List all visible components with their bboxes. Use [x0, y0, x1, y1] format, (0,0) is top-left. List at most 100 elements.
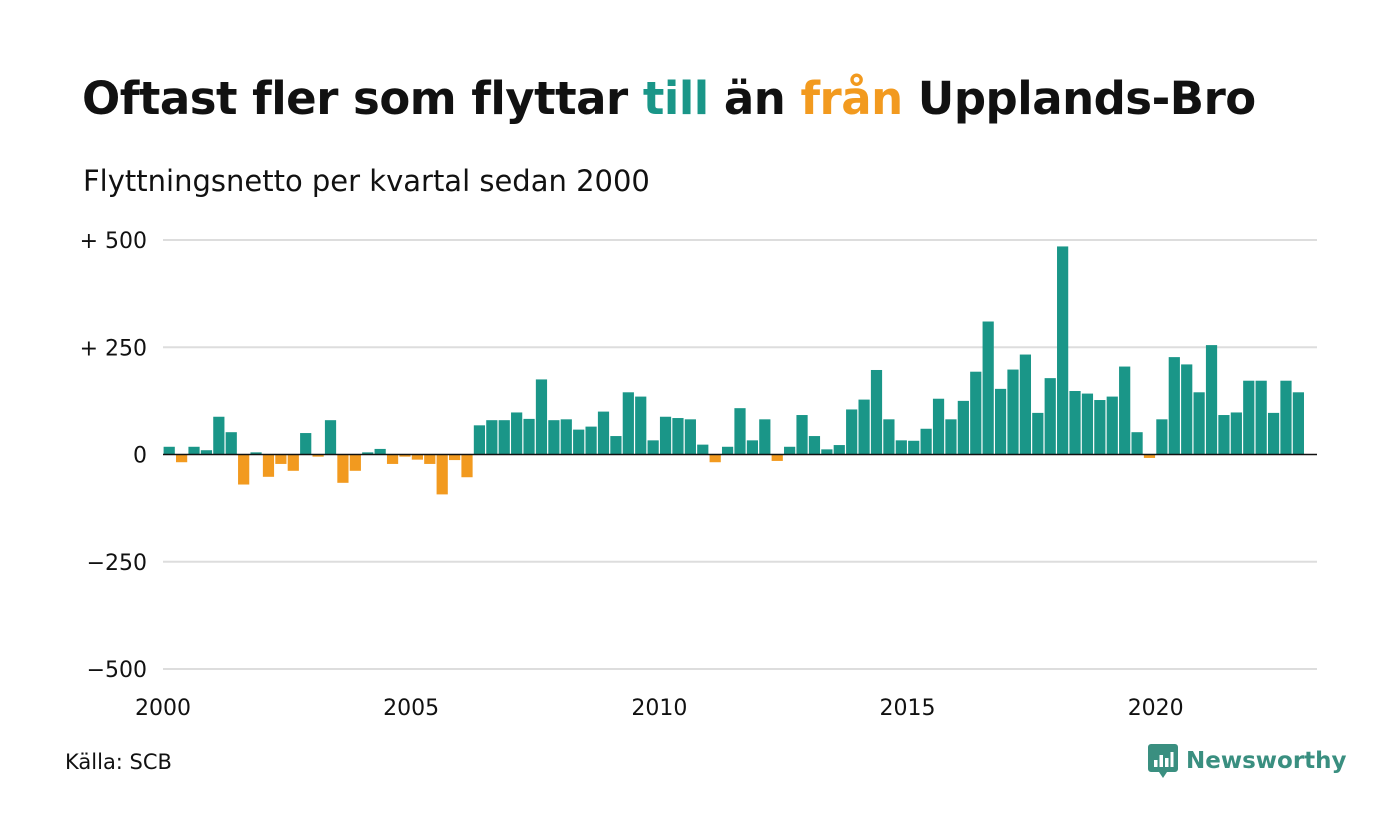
bar: [548, 420, 560, 455]
bar: [808, 436, 821, 455]
bar: [759, 419, 771, 455]
bar: [1106, 396, 1118, 455]
bar: [1280, 380, 1292, 455]
bar: [436, 454, 448, 495]
title-part-1: Oftast fler som flyttar: [82, 72, 643, 125]
bar: [362, 452, 374, 455]
bar: [300, 433, 312, 455]
bar: [895, 440, 907, 455]
bar: [1243, 380, 1255, 455]
bar: [771, 454, 783, 461]
y-tick-label: 0: [133, 444, 147, 469]
title-highlight-to: till: [642, 72, 709, 125]
bar: [287, 454, 299, 471]
bar: [846, 409, 858, 455]
bar: [324, 420, 337, 455]
bar-chart: + 500 + 250 0 −250 −500 2000 2005 2010 2015 2020: [80, 229, 1317, 721]
bar: [635, 396, 647, 455]
bar: [1119, 366, 1131, 455]
bar: [585, 426, 597, 455]
brand-name: Newsworthy: [1186, 748, 1347, 774]
bar: [994, 388, 1007, 455]
bar: [957, 400, 969, 455]
bar: [163, 446, 175, 455]
bar: [622, 392, 634, 455]
bar: [746, 440, 759, 455]
y-tick-label: + 250: [80, 336, 147, 361]
bar: [1069, 391, 1081, 455]
bar: [225, 432, 237, 455]
bar: [672, 418, 684, 455]
brand: Newsworthy: [1148, 744, 1347, 778]
bar: [697, 444, 709, 455]
bar: [560, 419, 572, 455]
bar: [374, 448, 386, 455]
title-part-2: än: [708, 72, 801, 125]
bar: [573, 429, 585, 455]
bar: [1131, 432, 1143, 455]
grid-lines: [163, 239, 1317, 670]
bar: [1044, 378, 1056, 455]
bar: [411, 454, 423, 460]
bar: [250, 452, 262, 455]
bar: [796, 415, 808, 455]
x-tick-label: 2010: [631, 696, 687, 721]
bar: [1057, 246, 1069, 455]
bar: [535, 379, 548, 455]
bar: [610, 436, 622, 455]
bar: [200, 450, 213, 455]
bar: [213, 416, 225, 455]
axes: + 500 + 250 0 −250 −500 2000 2005 2010 2015 2020: [80, 229, 1317, 721]
x-tick-label: 2015: [880, 696, 936, 721]
y-tick-label: + 500: [80, 229, 147, 254]
source-note: Källa: SCB: [65, 750, 172, 774]
bar: [945, 419, 957, 455]
bar: [312, 454, 324, 457]
bar: [386, 454, 399, 464]
chart-title: Oftast fler som flyttar till än från Upp…: [82, 72, 1256, 125]
bar: [1205, 345, 1218, 455]
bar: [1255, 380, 1267, 455]
bar: [1081, 393, 1094, 455]
bar: [883, 419, 895, 455]
bar: [461, 454, 473, 478]
x-tick-label: 2005: [383, 696, 439, 721]
bar: [659, 416, 672, 455]
bar: [238, 454, 250, 485]
bar: [473, 425, 486, 455]
bar: [932, 398, 945, 455]
bar: [1292, 392, 1304, 455]
bar: [486, 420, 498, 455]
bar: [523, 418, 535, 455]
bar: [1193, 392, 1205, 455]
bar: [1181, 364, 1193, 455]
bar: [1094, 400, 1106, 455]
bar: [982, 321, 994, 455]
bar: [1156, 419, 1168, 455]
bar: [349, 454, 361, 471]
bar: [448, 454, 461, 461]
bar: [858, 399, 870, 455]
bar: [920, 428, 932, 455]
bar: [734, 408, 746, 455]
bar: [784, 446, 796, 455]
bar: [1032, 412, 1044, 455]
bar: [511, 412, 523, 455]
bar: [597, 411, 610, 455]
bar: [1218, 415, 1230, 455]
bar: [275, 454, 287, 464]
bars: [163, 246, 1304, 495]
bar: [337, 454, 349, 483]
bar: [262, 454, 275, 477]
bar: [870, 369, 883, 455]
bar: [721, 446, 734, 455]
bar: [1007, 369, 1019, 455]
y-tick-label: −250: [87, 551, 147, 576]
y-tick-label: −500: [87, 658, 147, 683]
bar: [424, 454, 436, 464]
bar: [1143, 454, 1156, 458]
bar: [1230, 412, 1242, 455]
bar: [498, 420, 510, 455]
x-tick-label: 2000: [135, 696, 191, 721]
bar: [176, 454, 188, 463]
